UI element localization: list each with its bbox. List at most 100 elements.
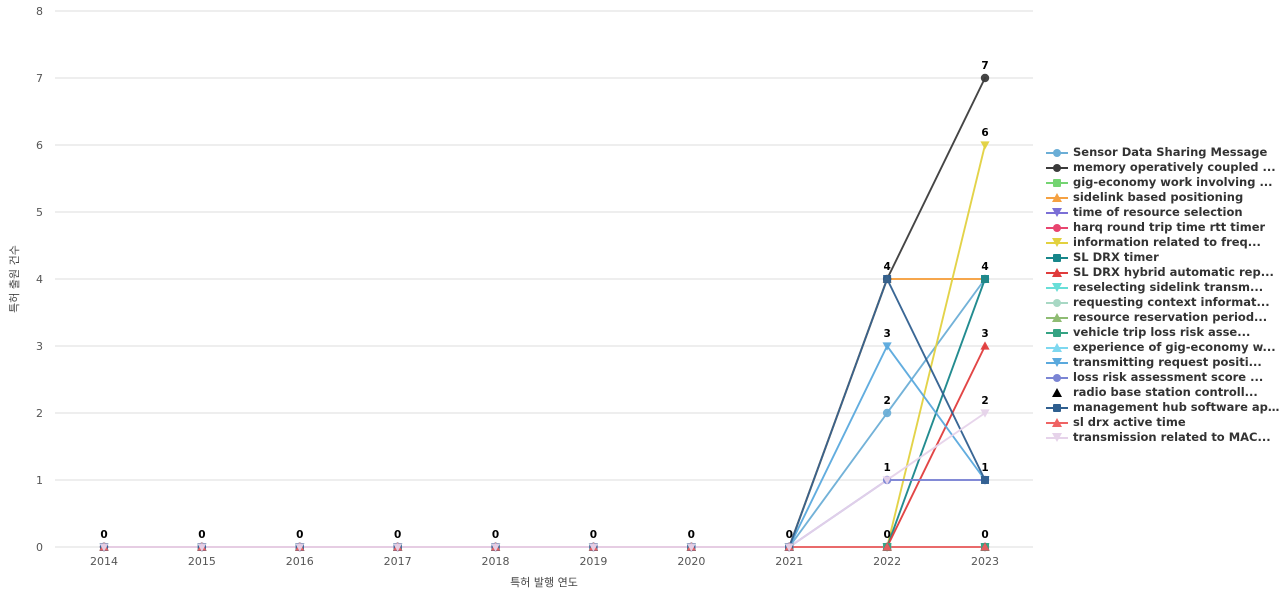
series-line-14: [103, 345, 986, 548]
legend-item-label: harq round trip time rtt timer: [1073, 220, 1266, 234]
point-label-2022-3: 3: [883, 328, 890, 340]
point-label-2017-0: 0: [394, 529, 401, 541]
legend-item-label: experience of gig-economy w...: [1073, 340, 1276, 354]
x-tick-2023: 2023: [971, 555, 999, 568]
legend-item-16[interactable]: radio base station controll...: [1046, 385, 1280, 400]
legend-swatch-icon: [1046, 400, 1068, 415]
series-marker-18-2023: [980, 542, 990, 551]
series-marker-19-2020: [686, 543, 696, 552]
legend-item-label: Sensor Data Sharing Message: [1073, 145, 1268, 159]
point-label-2015-0: 0: [198, 529, 205, 541]
legend-item-label: radio base station controll...: [1073, 385, 1258, 399]
series-marker-19-2022: [882, 476, 892, 485]
legend-swatch-icon: [1046, 340, 1068, 355]
x-axis-tick-labels: 2014 2015 2016 2017 2018 2019 2020 2021 2022 2023: [90, 555, 999, 568]
legend-item-9[interactable]: reselecting sidelink transm...: [1046, 280, 1280, 295]
point-label-2023-3: 3: [981, 328, 988, 340]
legend-item-14[interactable]: transmitting request positi...: [1046, 355, 1280, 370]
legend-item-label: sl drx active time: [1073, 415, 1186, 429]
point-label-2014-0: 0: [100, 529, 107, 541]
x-tick-2020: 2020: [677, 555, 705, 568]
legend-item-7[interactable]: SL DRX timer: [1046, 250, 1280, 265]
legend-item-10[interactable]: requesting context informat...: [1046, 295, 1280, 310]
legend-swatch-icon: [1046, 205, 1068, 220]
legend-item-label: time of resource selection: [1073, 205, 1243, 219]
legend-item-label: memory operatively coupled ...: [1073, 160, 1276, 174]
y-tick-0: 0: [36, 541, 43, 554]
legend-swatch-icon: [1046, 295, 1068, 310]
legend-item-5[interactable]: harq round trip time rtt timer: [1046, 220, 1280, 235]
series-marker-19-2021: [784, 543, 794, 552]
legend-swatch-icon: [1046, 235, 1068, 250]
series-marker-19-2018: [490, 543, 501, 552]
legend-item-11[interactable]: resource reservation period...: [1046, 310, 1280, 325]
point-label-2019-0: 0: [590, 529, 597, 541]
legend-swatch-icon: [1046, 175, 1068, 190]
y-tick-5: 5: [36, 206, 43, 219]
legend-swatch-icon: [1046, 160, 1068, 175]
legend-item-13[interactable]: experience of gig-economy w...: [1046, 340, 1280, 355]
legend-item-6[interactable]: information related to freq...: [1046, 235, 1280, 250]
legend-swatch-icon: [1046, 250, 1068, 265]
point-label-2016-0: 0: [296, 529, 303, 541]
legend-item-3[interactable]: sidelink based positioning: [1046, 190, 1280, 205]
gridlines: [55, 10, 1033, 548]
x-tick-2022: 2022: [873, 555, 901, 568]
legend-item-17[interactable]: management hub software app...: [1046, 400, 1280, 415]
legend-item-4[interactable]: time of resource selection: [1046, 205, 1280, 220]
legend-item-label: resource reservation period...: [1073, 310, 1268, 324]
y-tick-1: 1: [36, 474, 43, 487]
series-line-8: [103, 345, 986, 548]
point-label-2022-0: 0: [883, 529, 890, 541]
series-marker-19-2019: [588, 543, 599, 552]
legend-swatch-icon: [1046, 415, 1068, 430]
point-label-2023-7: 7: [981, 60, 988, 72]
series-markers: [99, 73, 990, 552]
x-tick-2016: 2016: [286, 555, 314, 568]
legend-item-18[interactable]: sl drx active time: [1046, 415, 1280, 430]
legend-swatch-icon: [1046, 430, 1068, 445]
point-label-2023-1: 1: [981, 462, 988, 474]
legend-item-0[interactable]: Sensor Data Sharing Message: [1046, 145, 1280, 160]
legend-item-label: loss risk assessment score ...: [1073, 370, 1264, 384]
series-line-1: [103, 77, 986, 548]
legend-swatch-icon: [1046, 280, 1068, 295]
series-marker-8-2023: [980, 341, 990, 350]
legend-swatch-icon: [1046, 190, 1068, 205]
point-label-2023-6: 6: [981, 127, 988, 139]
legend-item-19[interactable]: transmission related to MAC...: [1046, 430, 1280, 445]
series-marker-19-2016: [295, 543, 305, 552]
legend-item-12[interactable]: vehicle trip loss risk asse...: [1046, 325, 1280, 340]
y-tick-7: 7: [36, 72, 43, 85]
series-marker-19-2015: [197, 543, 207, 552]
series-marker-6-2023: [980, 141, 990, 150]
legend-item-2[interactable]: gig-economy work involving ...: [1046, 175, 1280, 190]
chart-legend: Sensor Data Sharing Message memory operat…: [1046, 145, 1280, 445]
y-tick-6: 6: [36, 139, 43, 152]
legend-swatch-icon: [1046, 355, 1068, 370]
legend-swatch-icon: [1046, 385, 1068, 400]
legend-item-8[interactable]: SL DRX hybrid automatic rep...: [1046, 265, 1280, 280]
y-axis-tick-labels: 0 1 2 3 4 5 6 7 8: [36, 5, 43, 554]
legend-item-label: information related to freq...: [1073, 235, 1261, 249]
legend-item-1[interactable]: memory operatively coupled ...: [1046, 160, 1280, 175]
y-tick-8: 8: [36, 5, 43, 18]
legend-swatch-icon: [1046, 220, 1068, 235]
legend-item-label: reselecting sidelink transm...: [1073, 280, 1264, 294]
series-line-15: [103, 479, 986, 548]
point-label-2023-0: 0: [981, 529, 988, 541]
point-label-2022-1: 1: [883, 462, 890, 474]
series-marker-7-2023: [981, 275, 989, 283]
point-label-2020-0: 0: [688, 529, 695, 541]
legend-item-label: transmission related to MAC...: [1073, 430, 1271, 444]
y-axis-title: 특허 출원 건수: [8, 245, 21, 313]
series-marker-17-2023: [981, 476, 989, 484]
series-marker-0-2022: [882, 408, 892, 418]
legend-item-15[interactable]: loss risk assessment score ...: [1046, 370, 1280, 385]
point-label-2023-4: 4: [981, 261, 988, 273]
series-marker-17-2022: [883, 275, 892, 283]
legend-item-label: management hub software app...: [1073, 400, 1280, 414]
series-lines: [103, 77, 986, 548]
legend-swatch-icon: [1046, 370, 1068, 385]
